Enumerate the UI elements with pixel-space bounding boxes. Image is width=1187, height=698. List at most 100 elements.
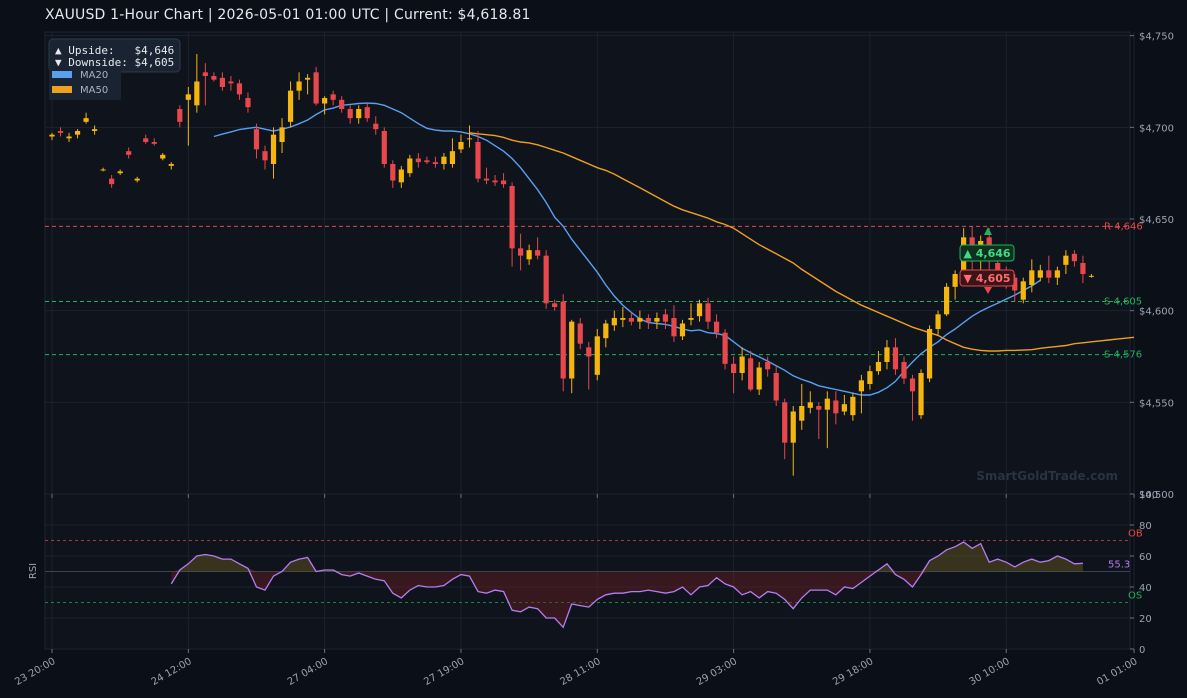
candle-body [117, 171, 123, 174]
rsi-ytick-label: 60 [1139, 552, 1152, 563]
candle-body [1088, 275, 1095, 277]
candle-body [74, 131, 81, 135]
ma50-line [469, 132, 1135, 352]
candle-body [270, 134, 277, 164]
candle-body [407, 158, 413, 174]
candle-body [109, 178, 115, 185]
candle-body [322, 98, 328, 104]
candle-body [952, 274, 958, 287]
candle-body [415, 158, 421, 163]
candle-body [705, 303, 711, 322]
candle-body [305, 77, 311, 80]
candle-body [807, 402, 813, 408]
xtick-label: 29 18:00 [831, 656, 875, 688]
candle-body [773, 373, 779, 401]
ytick-label: $4,750 [1139, 32, 1174, 43]
rsi-ytick-label: 20 [1139, 614, 1152, 625]
rsi-ytick-label: 40 [1139, 583, 1152, 594]
candle-body [390, 164, 396, 181]
ytick-label: $4,500 [1139, 490, 1174, 501]
candle-body [483, 178, 490, 181]
watermark-text: SmartGoldTrade.com [976, 469, 1118, 483]
candle-body [884, 347, 890, 362]
candle-body [330, 94, 336, 100]
rsi-fill-below [171, 571, 1083, 628]
candle-body [466, 138, 473, 140]
candle-body [995, 263, 1001, 271]
candle-body [944, 286, 950, 315]
candle-body [637, 318, 643, 322]
candle-body [381, 131, 387, 164]
candle-body [398, 169, 404, 183]
candle-body [654, 318, 660, 322]
candle-body [1012, 277, 1018, 291]
candle-body [143, 138, 149, 142]
rsi-last-value: 55.3 [1108, 559, 1130, 570]
candle-body [969, 237, 975, 249]
candle-body [586, 347, 592, 357]
candle-body [49, 134, 55, 137]
candle-body [790, 411, 796, 443]
level-label-support: S 4,605 [1104, 297, 1142, 308]
candle-body [824, 398, 830, 410]
candle-body [867, 371, 873, 384]
candle-body [168, 164, 174, 166]
candle-body [569, 321, 575, 379]
candle-body [92, 129, 98, 131]
candle-body [57, 131, 64, 133]
candle-body [364, 107, 370, 119]
candle-body [458, 142, 464, 150]
chart-title: XAUUSD 1-Hour Chart | 2026-05-01 01:00 U… [45, 7, 531, 23]
candle-body [219, 77, 225, 87]
candle-body [279, 127, 285, 142]
main-plot-area [44, 31, 1131, 495]
candle-body [909, 378, 916, 392]
candle-body [151, 142, 157, 144]
candle-body [347, 109, 353, 119]
candle-body [492, 180, 498, 183]
price-axis: $4,500 $4,550 $4,600 $4,650 $4,700 $4,750 [1130, 32, 1174, 501]
ytick-label: $4,650 [1139, 215, 1174, 226]
candle-body [841, 404, 847, 412]
candle-body [296, 81, 302, 91]
candle-body [245, 98, 251, 108]
candle-body [918, 373, 924, 416]
candle-body [799, 406, 805, 421]
candle-body [373, 123, 379, 130]
candle-body [194, 81, 200, 106]
candle-body [892, 347, 899, 370]
candle-body [978, 241, 984, 245]
candle-body [526, 250, 532, 260]
candle-body [1020, 281, 1026, 300]
candle-body [782, 402, 788, 443]
ytick-label: $4,600 [1139, 307, 1174, 318]
candle-body [603, 323, 609, 339]
rsi-ytick-label: 100 [1139, 490, 1158, 501]
rsi-fill-above [171, 542, 1083, 572]
candle-body [645, 318, 651, 322]
candle-body [816, 406, 822, 410]
legend-label-ma20: MA20 [80, 70, 108, 81]
candle-body [262, 151, 268, 161]
candle-body [339, 99, 345, 109]
candle-body [679, 323, 686, 337]
candle-body [1029, 270, 1035, 285]
ytick-label: $4,550 [1139, 398, 1174, 409]
candle-body [858, 380, 864, 392]
candle-body [202, 72, 208, 76]
candle-body [731, 363, 737, 373]
candle-body [160, 154, 166, 159]
candle-body [313, 72, 319, 104]
candle-body [236, 83, 243, 95]
candle-body [177, 109, 183, 122]
xtick-label: 27 19:00 [422, 656, 466, 688]
candle-body [560, 301, 566, 379]
candle-body [739, 356, 745, 373]
candle-body [722, 332, 728, 364]
rsi-ob-label: OB [1128, 529, 1143, 540]
rsi-ytick-label: 80 [1139, 521, 1152, 532]
candle-body [688, 318, 694, 320]
legend-label-ma50: MA50 [80, 85, 108, 96]
candle-body [449, 151, 456, 164]
candle-body [765, 362, 771, 370]
